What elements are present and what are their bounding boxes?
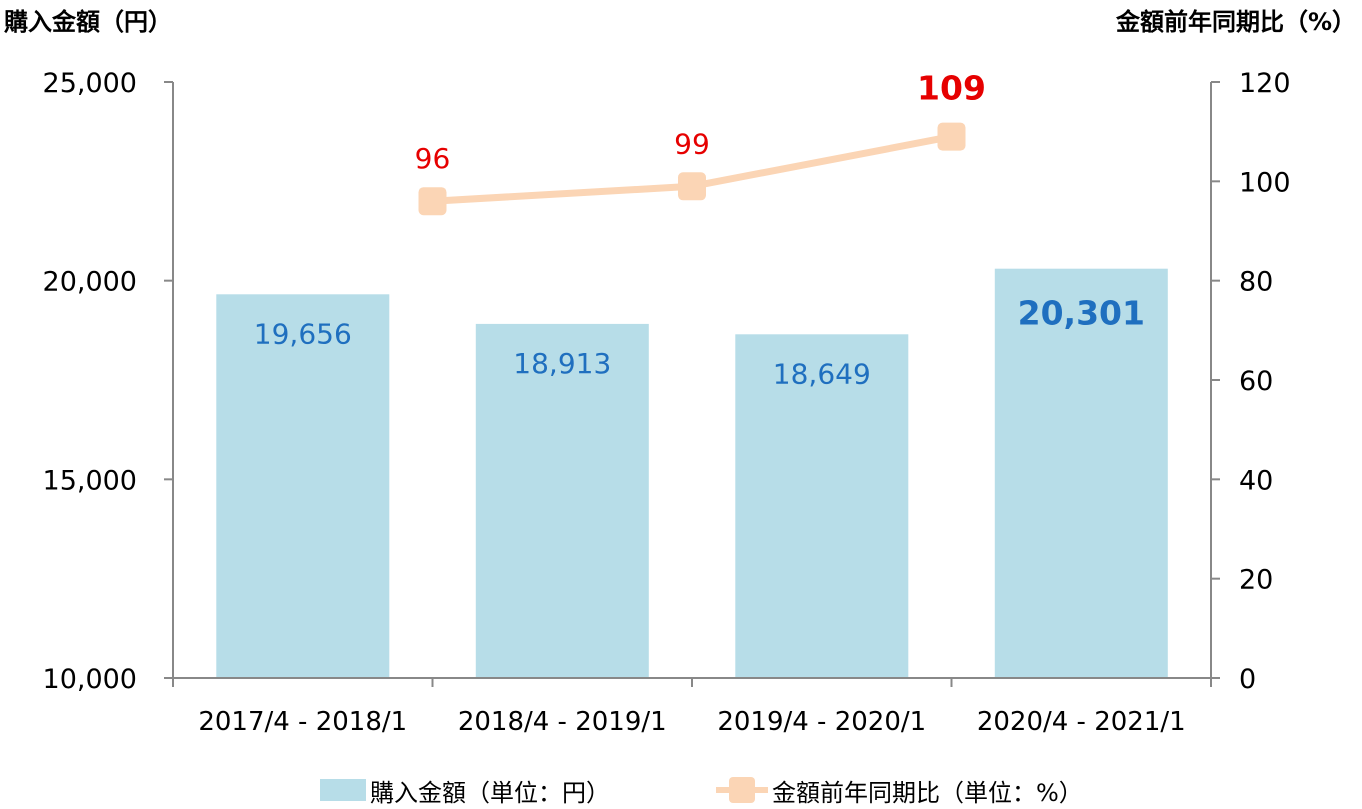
right-axis-title: 金額前年同期比（%）: [1115, 8, 1356, 36]
right-tick-label: 60: [1239, 366, 1273, 397]
bar-label-1: 19,656: [254, 317, 352, 350]
line-label-2: 96: [415, 142, 451, 175]
legend-item-purchase-amount: 購入金額（単位：円）: [320, 771, 610, 809]
line-label-3: 99: [674, 127, 710, 160]
right-tick-label: 100: [1239, 167, 1291, 198]
left-axis-title: 購入金額（円）: [4, 8, 172, 36]
x-tick-label: 2019/4 - 2020/1: [717, 707, 926, 737]
bar-1: [216, 294, 390, 678]
left-tick-label: 20,000: [43, 267, 137, 298]
line-marker-4: [937, 122, 966, 151]
x-tick-label: 2018/4 - 2019/1: [458, 707, 667, 737]
left-tick-label: 25,000: [43, 68, 137, 99]
left-tick-label: 15,000: [43, 465, 137, 496]
chart-legend: 購入金額（単位：円） 金額前年同期比（単位：%）: [0, 771, 1362, 809]
bar-label-4: 20,301: [1018, 294, 1145, 333]
bar-label-2: 18,913: [513, 347, 611, 380]
bar-4: [994, 268, 1168, 678]
legend-label-purchase-amount: 購入金額（単位：円）: [370, 778, 610, 807]
x-tick-label: 2020/4 - 2021/1: [977, 707, 1186, 737]
x-tick-label: 2017/4 - 2018/1: [198, 707, 407, 737]
legend-label-yoy-ratio: 金額前年同期比（単位：%）: [772, 778, 1083, 807]
right-tick-label: 0: [1239, 664, 1256, 695]
bar-label-3: 18,649: [773, 357, 871, 390]
legend-line-swatch: [716, 777, 768, 803]
legend-bar-swatch: [320, 779, 366, 801]
line-marker-2: [418, 187, 447, 216]
bar-2: [475, 323, 649, 678]
left-tick-label: 10,000: [43, 664, 137, 695]
legend-item-yoy-ratio: 金額前年同期比（単位：%）: [716, 771, 1083, 809]
right-tick-label: 80: [1239, 267, 1273, 298]
line-label-4: 109: [917, 69, 986, 108]
right-tick-label: 20: [1239, 565, 1273, 596]
line-marker-3: [678, 172, 706, 201]
bar-3: [735, 334, 909, 678]
right-tick-label: 40: [1239, 465, 1273, 496]
right-tick-label: 120: [1239, 68, 1291, 99]
